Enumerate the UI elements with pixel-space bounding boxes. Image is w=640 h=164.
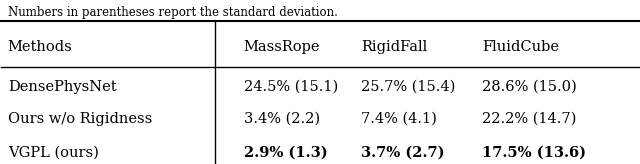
Text: 24.5% (15.1): 24.5% (15.1) [244,80,338,94]
Text: FluidCube: FluidCube [483,40,559,53]
Text: DensePhysNet: DensePhysNet [8,80,116,94]
Text: Numbers in parentheses report the standard deviation.: Numbers in parentheses report the standa… [8,6,338,19]
Text: Methods: Methods [8,40,72,53]
Text: 17.5% (13.6): 17.5% (13.6) [483,146,586,160]
Text: 2.9% (1.3): 2.9% (1.3) [244,146,327,160]
Text: 25.7% (15.4): 25.7% (15.4) [362,80,456,94]
Text: MassRope: MassRope [244,40,320,53]
Text: RigidFall: RigidFall [362,40,428,53]
Text: 28.6% (15.0): 28.6% (15.0) [483,80,577,94]
Text: Ours w/o Rigidness: Ours w/o Rigidness [8,112,152,126]
Text: 7.4% (4.1): 7.4% (4.1) [362,112,437,126]
Text: 3.4% (2.2): 3.4% (2.2) [244,112,319,126]
Text: 3.7% (2.7): 3.7% (2.7) [362,146,445,160]
Text: 22.2% (14.7): 22.2% (14.7) [483,112,577,126]
Text: VGPL (ours): VGPL (ours) [8,146,99,160]
